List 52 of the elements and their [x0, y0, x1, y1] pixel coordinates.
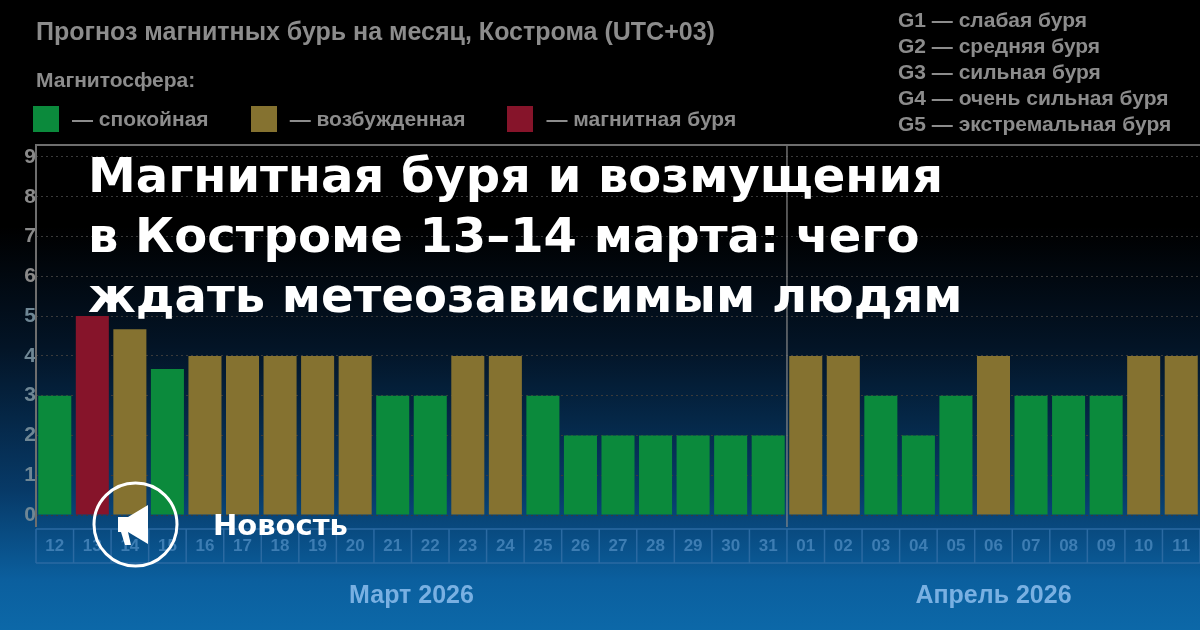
y-tick-label: 5 [24, 302, 37, 326]
bar [413, 395, 447, 515]
legend-title: Магнитосфера: [36, 68, 197, 92]
bar [939, 395, 973, 515]
bar [639, 435, 673, 515]
y-tick-label: 9 [24, 143, 36, 167]
text: G2 — средняя буря [898, 33, 1102, 59]
y-tick-label: 6 [24, 263, 36, 287]
bar [601, 435, 635, 515]
text: G4 — очень сильная буря [898, 85, 1170, 111]
bar [38, 395, 72, 515]
bar [526, 395, 560, 515]
bar [263, 355, 297, 515]
y-tick-label: 1 [24, 462, 37, 486]
y-tick-label: 2 [24, 422, 36, 446]
legend-label: — возбужденная [289, 106, 466, 132]
bar [563, 435, 597, 515]
bar [338, 355, 372, 515]
legend-label: — магнитная буря [546, 106, 737, 132]
bar [751, 435, 785, 515]
bar [301, 355, 335, 515]
text: G3 — сильная буря [898, 59, 1102, 85]
y-tick-label: 4 [24, 342, 37, 366]
bar [714, 435, 748, 515]
bar [864, 395, 898, 515]
bar [901, 435, 935, 515]
text: Март 2026 [349, 579, 474, 608]
y-tick-label: 7 [24, 223, 36, 247]
y-tick-label: 8 [24, 183, 37, 207]
text: Магнитная буря и возмущения в Костроме 13–14 марта: чего ждать метеозависимым людям [88, 146, 964, 325]
text: Апрель 2026 [915, 579, 1072, 608]
bar [376, 395, 410, 515]
bar [226, 355, 260, 515]
bar [1164, 355, 1198, 515]
bar [150, 369, 184, 515]
y-tick-label: 3 [24, 382, 36, 406]
y-tick-label: 0 [24, 501, 36, 525]
bar [1052, 395, 1086, 515]
bar [676, 435, 710, 515]
bar [826, 355, 860, 515]
bar [1014, 395, 1048, 515]
bar [1089, 395, 1123, 515]
text: G1 — слабая буря [898, 7, 1089, 33]
bar [976, 355, 1011, 515]
bar [1127, 355, 1161, 515]
legend-label: — спокойная [72, 106, 209, 132]
chart-title: Прогноз магнитных бурь на месяц, Кострома (UTC+03) [36, 16, 715, 46]
text: G5 — экстремальная буря [898, 111, 1172, 137]
bar [488, 355, 522, 515]
bar [789, 355, 823, 515]
bar [451, 355, 485, 515]
bar [188, 355, 222, 515]
